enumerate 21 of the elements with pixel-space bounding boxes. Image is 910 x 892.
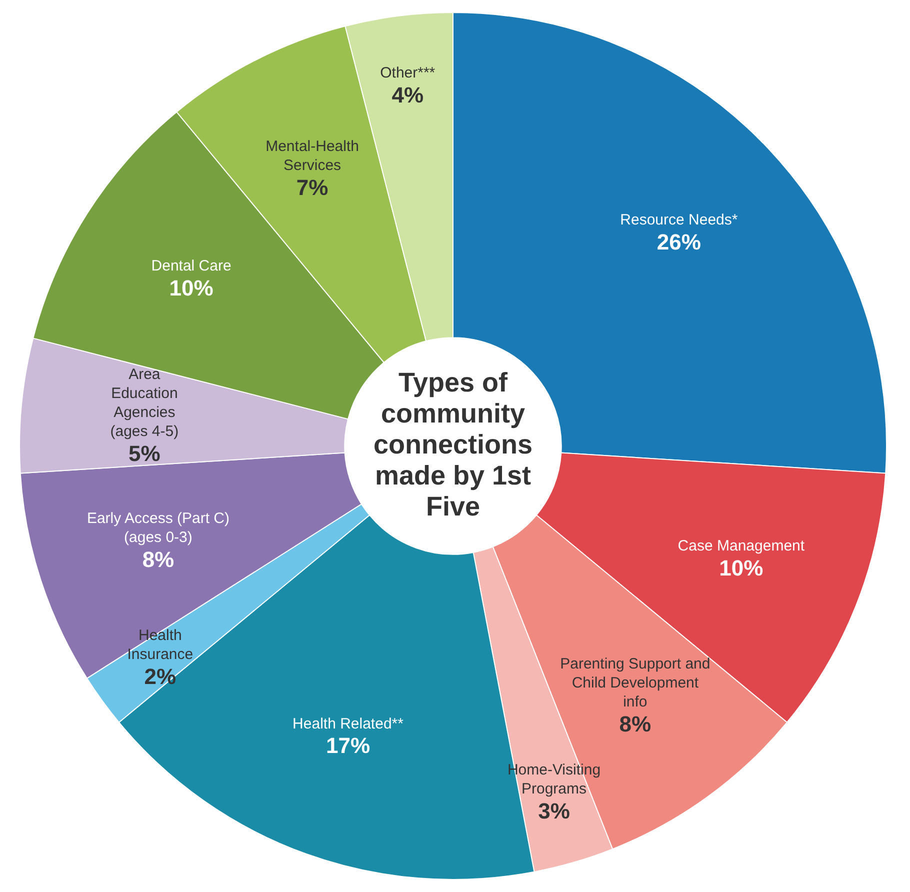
- slice-label: Parenting Support and Child Development info: [560, 655, 710, 710]
- slice-label: Case Management: [678, 538, 806, 555]
- data-label: 26%: [656, 229, 701, 254]
- text: Types of community connections made by 1st Five: [373, 367, 533, 522]
- slice-label: Early Access (Part C) (ages 0-3): [86, 510, 230, 546]
- data-label: 17%: [326, 733, 370, 758]
- data-label: 5%: [128, 440, 160, 466]
- slice-label: Dental Care: [151, 258, 232, 275]
- slice-label: Health Related**: [292, 715, 404, 732]
- data-label: 3%: [538, 798, 570, 824]
- slice-label: Other***: [380, 64, 436, 82]
- data-label: 8%: [142, 546, 174, 572]
- data-label: 2%: [144, 664, 176, 689]
- data-label: 8%: [619, 711, 652, 736]
- data-label: 7%: [296, 174, 328, 200]
- data-label: 4%: [392, 82, 424, 108]
- data-label: 10%: [169, 275, 214, 300]
- slice-label: Area Education Agencies (ages 4-5): [110, 366, 179, 440]
- slice-label: Resource Needs*: [620, 211, 738, 228]
- data-label: 10%: [719, 556, 764, 581]
- slice-label: Mental-Health Services: [266, 138, 359, 174]
